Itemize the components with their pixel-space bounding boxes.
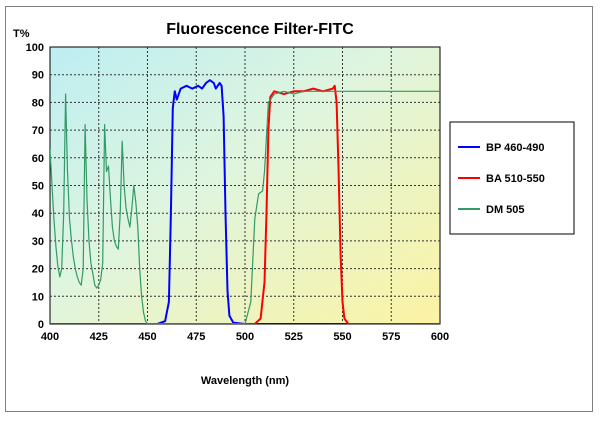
x-tick-label: 600 [431, 331, 449, 343]
x-tick-label: 500 [236, 331, 254, 343]
y-tick-label: 20 [32, 264, 44, 276]
y-tick-label: 10 [32, 291, 44, 303]
y-tick-label: 50 [32, 181, 44, 193]
y-tick-label: 100 [26, 42, 44, 54]
x-tick-label: 575 [382, 331, 400, 343]
y-tick-label: 90 [32, 70, 44, 82]
y-tick-label: 40 [32, 208, 44, 220]
y-tick-label: 60 [32, 153, 44, 165]
y-tick-label: 30 [32, 236, 44, 248]
x-tick-label: 550 [333, 331, 351, 343]
series-line-1 [50, 84, 440, 324]
chart-title: Fluorescence Filter-FITC [166, 21, 354, 38]
y-tick-label: 70 [32, 125, 44, 137]
x-tick-labels: 400 425 450 475 500 525 550 575 600 [41, 331, 449, 343]
x-axis-label: Wavelength (nm) [201, 375, 290, 387]
x-tick-label: 400 [41, 331, 59, 343]
series-line-0 [50, 79, 440, 324]
y-tick-label: 0 [38, 319, 44, 331]
series-line-2 [50, 90, 440, 324]
legend-items: BP 460-490 BA 510-550 DM 505 [458, 142, 545, 216]
x-tick-label: 475 [187, 331, 205, 343]
y-tick-label: 80 [32, 97, 44, 109]
series-lines [50, 79, 440, 324]
legend-label-0: BP 460-490 [486, 142, 545, 154]
y-tick-labels: 0 10 20 30 40 50 60 70 80 90 100 [26, 42, 44, 331]
x-tick-label: 525 [285, 331, 303, 343]
legend-label-1: BA 510-550 [486, 173, 545, 185]
legend-label-2: DM 505 [486, 204, 525, 216]
x-tick-label: 425 [90, 331, 108, 343]
y-axis-label: T% [13, 28, 30, 40]
x-tick-label: 450 [138, 331, 156, 343]
